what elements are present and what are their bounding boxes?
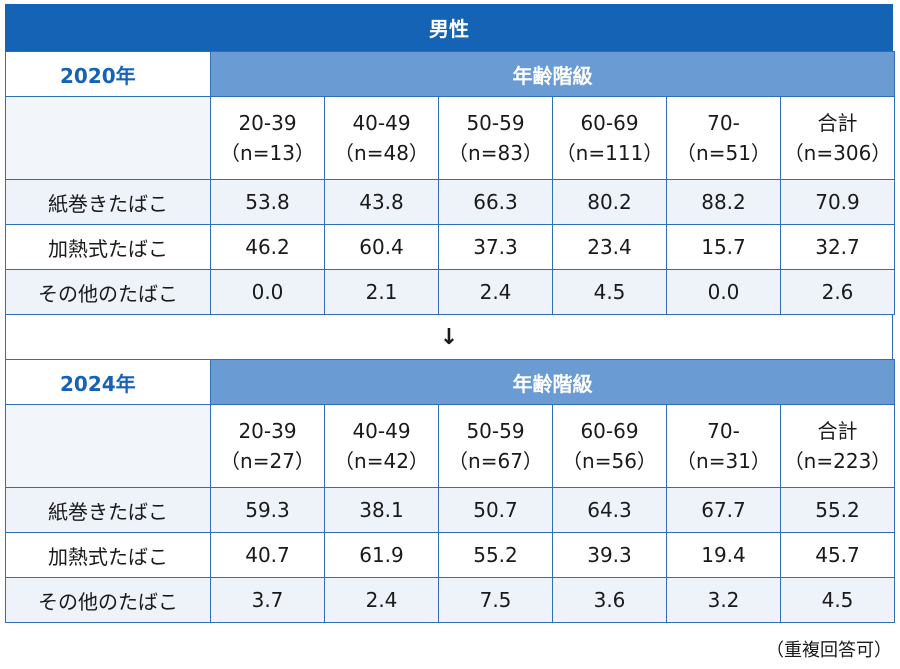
table-cell: 46.2: [210, 224, 325, 270]
table-cell: 0.0: [666, 269, 781, 315]
table-cell: 3.2: [666, 577, 781, 623]
table-cell: 39.3: [552, 532, 667, 578]
arrow-down-icon: ↓: [5, 315, 893, 359]
table-cell: 37.3: [438, 224, 553, 270]
row-label: 紙巻きたばこ: [5, 179, 211, 225]
table-cell: 0.0: [210, 269, 325, 315]
table-cell: 55.2: [780, 487, 895, 533]
column-header: 70- （n=51）: [666, 96, 781, 180]
table-row: 紙巻きたばこ 59.3 38.1 50.7 64.3 67.7 55.2: [5, 487, 895, 533]
table-cell: 23.4: [552, 224, 667, 270]
column-header: 70- （n=31）: [666, 404, 781, 488]
table-cell: 15.7: [666, 224, 781, 270]
table-row: 加熱式たばこ 40.7 61.9 55.2 39.3 19.4 45.7: [5, 532, 895, 578]
table-cell: 50.7: [438, 487, 553, 533]
age-label: 40-49: [352, 419, 411, 443]
table-cell: 67.7: [666, 487, 781, 533]
row-label: その他のたばこ: [5, 577, 211, 623]
table-cell: 66.3: [438, 179, 553, 225]
table-cell: 80.2: [552, 179, 667, 225]
age-label: 合計: [817, 419, 858, 443]
column-header: 60-69 （n=111）: [552, 96, 667, 180]
column-header: 50-59 （n=67）: [438, 404, 553, 488]
table-cell: 45.7: [780, 532, 895, 578]
table-cell: 70.9: [780, 179, 895, 225]
table-cell: 53.8: [210, 179, 325, 225]
table-cell: 2.6: [780, 269, 895, 315]
sample-size: （n=306）: [783, 141, 892, 165]
column-header: 20-39 （n=13）: [210, 96, 325, 180]
table-cell: 88.2: [666, 179, 781, 225]
sample-size: （n=83）: [448, 141, 543, 165]
age-label: 50-59: [466, 419, 525, 443]
age-label: 70-: [707, 111, 740, 135]
age-label: 20-39: [238, 111, 297, 135]
footnote: （重複回答可）: [766, 640, 892, 661]
age-label: 60-69: [580, 419, 639, 443]
age-label: 20-39: [238, 419, 297, 443]
table-cell: 4.5: [552, 269, 667, 315]
age-label: 60-69: [580, 111, 639, 135]
row-label: 加熱式たばこ: [5, 532, 211, 578]
table-cell: 43.8: [324, 179, 439, 225]
row-label: 加熱式たばこ: [5, 224, 211, 270]
table-cell: 3.7: [210, 577, 325, 623]
age-group-header: 年齢階級: [210, 359, 895, 405]
column-header: 40-49 （n=48）: [324, 96, 439, 180]
year-label: 2024年: [5, 359, 211, 405]
table-row: その他のたばこ 3.7 2.4 7.5 3.6 3.2 4.5: [5, 577, 895, 623]
sample-size: （n=111）: [555, 141, 664, 165]
table-cell: 2.1: [324, 269, 439, 315]
age-label: 70-: [707, 419, 740, 443]
table-row: その他のたばこ 0.0 2.1 2.4 4.5 0.0 2.6: [5, 269, 895, 315]
table-2024: 2024年 年齢階級 20-39 （n=27） 40-49 （n=42） 50-59…: [5, 359, 895, 623]
sample-size: （n=48）: [334, 141, 429, 165]
sample-size: （n=56）: [562, 449, 657, 473]
table-cell: 64.3: [552, 487, 667, 533]
sample-size: （n=51）: [676, 141, 771, 165]
table-2020: 2020年 年齢階級 20-39 （n=13） 40-49 （n=48） 50-59…: [5, 51, 895, 315]
sample-size: （n=27）: [220, 449, 315, 473]
header-blank-cell: [5, 404, 211, 488]
row-label: 紙巻きたばこ: [5, 487, 211, 533]
column-header: 50-59 （n=83）: [438, 96, 553, 180]
table-row: 紙巻きたばこ 53.8 43.8 66.3 80.2 88.2 70.9: [5, 179, 895, 225]
column-header: 60-69 （n=56）: [552, 404, 667, 488]
table-cell: 60.4: [324, 224, 439, 270]
sample-size: （n=67）: [448, 449, 543, 473]
year-label: 2020年: [5, 51, 211, 97]
age-label: 合計: [817, 111, 858, 135]
column-header: 合計 （n=306）: [780, 96, 895, 180]
age-group-header: 年齢階級: [210, 51, 895, 97]
age-label: 50-59: [466, 111, 525, 135]
table-cell: 2.4: [324, 577, 439, 623]
table-cell: 59.3: [210, 487, 325, 533]
column-header: 合計 （n=223）: [780, 404, 895, 488]
table-cell: 55.2: [438, 532, 553, 578]
table-row: 加熱式たばこ 46.2 60.4 37.3 23.4 15.7 32.7: [5, 224, 895, 270]
sample-size: （n=13）: [220, 141, 315, 165]
table-cell: 40.7: [210, 532, 325, 578]
sample-size: （n=223）: [783, 449, 892, 473]
sample-size: （n=31）: [676, 449, 771, 473]
sample-size: （n=42）: [334, 449, 429, 473]
table-cell: 19.4: [666, 532, 781, 578]
table-cell: 32.7: [780, 224, 895, 270]
row-label: その他のたばこ: [5, 269, 211, 315]
table-cell: 61.9: [324, 532, 439, 578]
table-frame: 男性 2020年 年齢階級 20-39 （n=13） 40-49 （n=48） 50…: [5, 4, 895, 623]
age-label: 40-49: [352, 111, 411, 135]
column-header: 40-49 （n=42）: [324, 404, 439, 488]
table-cell: 2.4: [438, 269, 553, 315]
table-cell: 38.1: [324, 487, 439, 533]
table-title: 男性: [5, 4, 893, 51]
table-cell: 7.5: [438, 577, 553, 623]
table-cell: 3.6: [552, 577, 667, 623]
column-header: 20-39 （n=27）: [210, 404, 325, 488]
table-cell: 4.5: [780, 577, 895, 623]
header-blank-cell: [5, 96, 211, 180]
